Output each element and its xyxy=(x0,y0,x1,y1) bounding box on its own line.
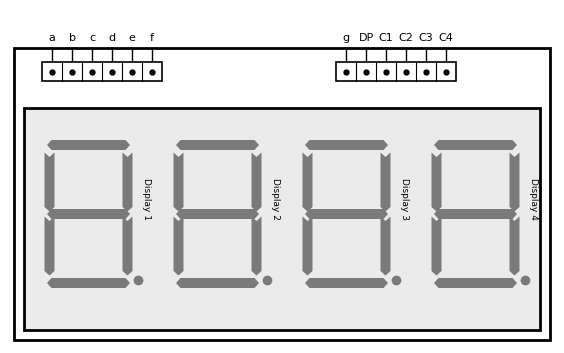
Polygon shape xyxy=(434,278,517,288)
Polygon shape xyxy=(434,140,517,150)
Text: DP: DP xyxy=(358,33,373,43)
Polygon shape xyxy=(176,278,259,288)
Text: f: f xyxy=(150,33,154,43)
Polygon shape xyxy=(431,216,442,275)
Polygon shape xyxy=(302,216,312,275)
Polygon shape xyxy=(305,209,388,219)
Polygon shape xyxy=(509,152,519,211)
Polygon shape xyxy=(509,216,519,275)
Bar xyxy=(42,62,162,81)
Text: Display 1: Display 1 xyxy=(142,178,151,220)
Text: g: g xyxy=(342,33,350,43)
Polygon shape xyxy=(47,140,130,150)
Text: C4: C4 xyxy=(439,33,453,43)
Text: b: b xyxy=(68,33,76,43)
Polygon shape xyxy=(305,140,388,150)
Polygon shape xyxy=(45,152,55,211)
Bar xyxy=(336,62,456,81)
Polygon shape xyxy=(174,216,183,275)
Text: Display 4: Display 4 xyxy=(529,178,538,220)
Text: a: a xyxy=(49,33,55,43)
Text: Display 2: Display 2 xyxy=(271,178,280,220)
Polygon shape xyxy=(122,152,133,211)
Polygon shape xyxy=(431,152,442,211)
Bar xyxy=(24,108,540,330)
Polygon shape xyxy=(302,152,312,211)
Text: C2: C2 xyxy=(399,33,413,43)
Polygon shape xyxy=(47,278,130,288)
Polygon shape xyxy=(252,152,262,211)
Text: c: c xyxy=(89,33,95,43)
Polygon shape xyxy=(47,209,130,219)
Polygon shape xyxy=(252,216,262,275)
Text: Display 3: Display 3 xyxy=(400,178,409,220)
Polygon shape xyxy=(174,152,183,211)
Text: d: d xyxy=(108,33,116,43)
Bar xyxy=(14,48,550,340)
Polygon shape xyxy=(381,152,390,211)
Polygon shape xyxy=(381,216,390,275)
Polygon shape xyxy=(176,209,259,219)
Polygon shape xyxy=(434,209,517,219)
Polygon shape xyxy=(176,140,259,150)
Text: e: e xyxy=(129,33,135,43)
Polygon shape xyxy=(45,216,55,275)
Polygon shape xyxy=(122,216,133,275)
Polygon shape xyxy=(305,278,388,288)
Text: C3: C3 xyxy=(418,33,433,43)
Text: C1: C1 xyxy=(378,33,393,43)
